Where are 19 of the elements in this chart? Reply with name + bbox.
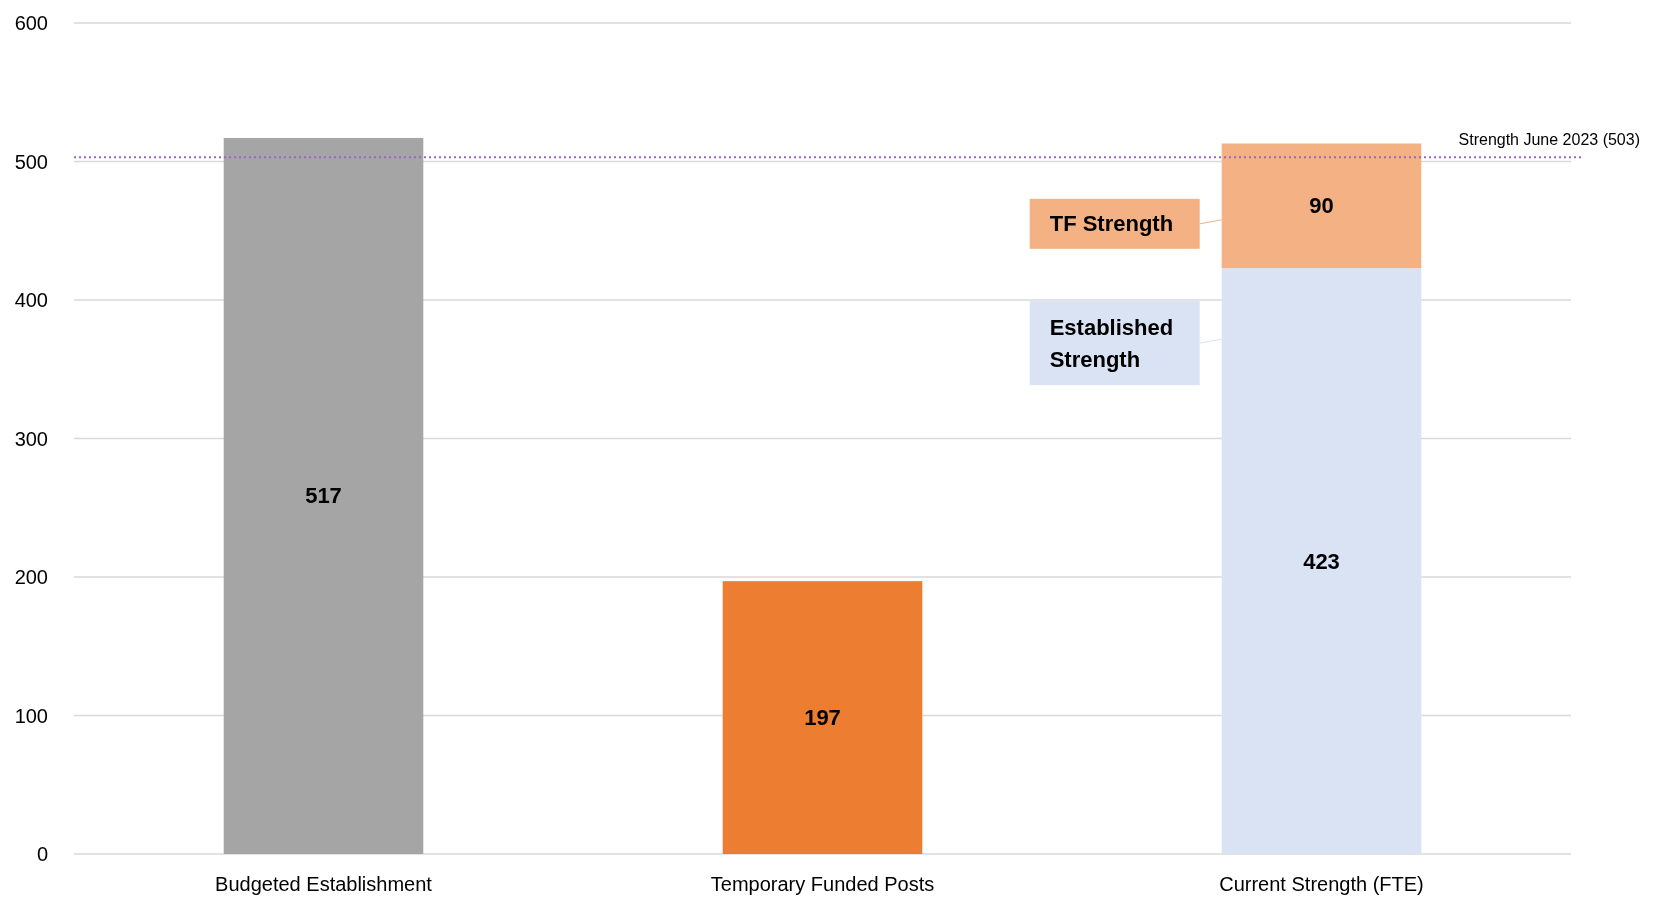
data-label: 90 <box>1309 193 1334 219</box>
y-tick-label: 600 <box>14 12 48 34</box>
x-tick-label: Budgeted Establishment <box>215 873 433 895</box>
y-tick-label: 200 <box>14 566 48 588</box>
y-tick-label: 0 <box>36 843 48 865</box>
y-tick-label: 100 <box>14 704 48 727</box>
data-label: 197 <box>804 705 841 731</box>
y-tick-label: 300 <box>14 427 48 450</box>
bar <box>722 581 923 854</box>
data-label: 517 <box>305 483 342 509</box>
legend-label: Established Strength <box>1049 314 1174 372</box>
x-tick-label: Current Strength (FTE) <box>1219 873 1424 895</box>
data-label: 423 <box>1303 548 1340 574</box>
y-tick-label: 400 <box>14 289 48 311</box>
x-tick-label: Temporary Funded Posts <box>710 873 935 895</box>
legend-label: TF Strength <box>1049 211 1174 237</box>
y-tick-label: 500 <box>14 150 48 173</box>
bar <box>223 137 424 854</box>
ref-line-label: Strength June 2023 (503) <box>1458 131 1640 149</box>
